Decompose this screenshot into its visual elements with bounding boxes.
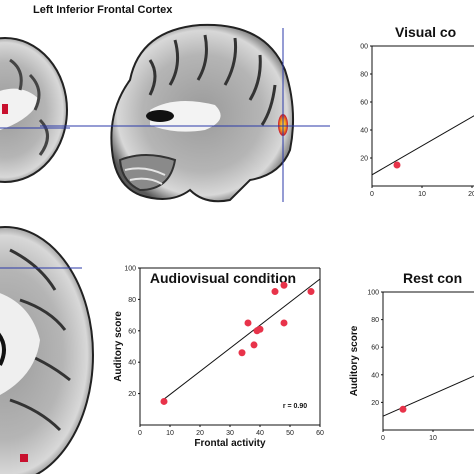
regression-line	[371, 115, 474, 176]
data-point	[393, 161, 401, 169]
y-tick-label: 60	[360, 100, 368, 107]
y-tick-label: 100	[356, 44, 368, 51]
chart-audiovisual-condition: Audiovisual condition 20 40 60 80 100 0 10 20 30 4…	[113, 266, 324, 450]
x-tick-label: 0	[381, 435, 385, 442]
x-tick-label: 0	[138, 430, 142, 437]
y-axis-label: Auditory score	[349, 325, 360, 396]
activation-blob	[20, 454, 28, 462]
y-tick-label: 60	[128, 328, 136, 335]
y-tick-label: 80	[128, 297, 136, 304]
y-tick-label: 20	[371, 400, 379, 407]
data-point	[307, 288, 315, 296]
chart-visual-condition: Visual co 20 40 60 80 100 0 10 20 Auditory score	[342, 24, 474, 198]
data-point	[250, 341, 258, 349]
data-point	[238, 349, 246, 357]
data-point	[271, 288, 279, 296]
brain-slice-top-left	[0, 37, 68, 183]
x-tick-label: 40	[256, 430, 264, 437]
chart-rest-condition: Rest con2040608010001020Auditory score	[349, 270, 474, 442]
chart-title: Visual co	[395, 24, 456, 40]
figure-title: Left Inferior Frontal Cortex	[33, 4, 173, 16]
x-tick-label: 50	[286, 430, 294, 437]
y-axis-label: Auditory score	[113, 311, 124, 382]
y-tick-label: 20	[128, 391, 136, 398]
chart-title: Rest con	[403, 270, 462, 286]
brain-slice-axial	[0, 226, 94, 474]
y-tick-label: 100	[124, 266, 136, 273]
x-tick-label: 20	[196, 430, 204, 437]
activation-blob	[2, 104, 8, 114]
y-axis-label: Auditory score	[342, 80, 353, 151]
y-tick-label: 80	[371, 317, 379, 324]
x-tick-label: 30	[226, 430, 234, 437]
data-point	[244, 319, 252, 327]
x-tick-label: 0	[370, 191, 374, 198]
data-point	[256, 325, 264, 333]
x-tick-label: 20	[468, 191, 474, 198]
y-tick-label: 80	[360, 72, 368, 79]
y-tick-label: 40	[371, 372, 379, 379]
y-tick-label: 40	[128, 360, 136, 367]
y-tick-label: 40	[360, 128, 368, 135]
x-tick-label: 10	[166, 430, 174, 437]
x-tick-label: 10	[418, 191, 426, 198]
data-point	[160, 397, 168, 405]
x-tick-label: 60	[316, 430, 324, 437]
regression-line	[160, 278, 321, 402]
data-point	[280, 281, 288, 289]
regression-line	[382, 375, 474, 417]
y-tick-label: 60	[371, 345, 379, 352]
correlation-annotation: r = 0.90	[283, 403, 307, 410]
chart-title: Audiovisual condition	[150, 270, 296, 286]
data-point	[399, 405, 407, 413]
y-tick-label: 20	[360, 156, 368, 163]
data-point	[280, 319, 288, 327]
x-tick-label: 10	[429, 435, 437, 442]
brain-slice-sagittal	[110, 23, 295, 203]
x-axis-label: Frontal activity	[194, 438, 266, 449]
y-tick-label: 100	[367, 290, 379, 297]
